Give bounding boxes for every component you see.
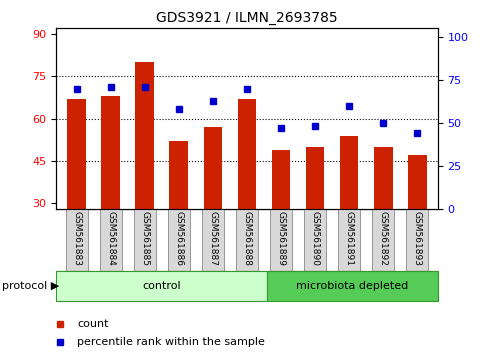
Text: GSM561886: GSM561886: [174, 211, 183, 266]
Bar: [65, 209, 87, 271]
Bar: [271, 150, 290, 209]
Bar: [169, 141, 188, 209]
Bar: [337, 209, 360, 271]
Bar: [235, 209, 258, 271]
Bar: [339, 136, 358, 209]
Text: percentile rank within the sample: percentile rank within the sample: [77, 337, 264, 347]
Text: GSM561891: GSM561891: [344, 211, 353, 266]
Bar: [304, 209, 325, 271]
Text: GSM561893: GSM561893: [412, 211, 421, 266]
Bar: [267, 271, 437, 301]
Title: GDS3921 / ILMN_2693785: GDS3921 / ILMN_2693785: [156, 11, 337, 24]
Text: GSM561890: GSM561890: [310, 211, 319, 266]
Bar: [407, 155, 426, 209]
Bar: [406, 209, 427, 271]
Bar: [305, 147, 324, 209]
Text: control: control: [142, 281, 181, 291]
Text: microbiota depleted: microbiota depleted: [296, 281, 408, 291]
Bar: [167, 209, 189, 271]
Bar: [56, 271, 267, 301]
Bar: [101, 96, 120, 209]
Text: protocol ▶: protocol ▶: [2, 281, 60, 291]
Bar: [67, 99, 86, 209]
Text: GSM561889: GSM561889: [276, 211, 285, 266]
Text: count: count: [77, 319, 108, 329]
Text: GSM561888: GSM561888: [242, 211, 251, 266]
Bar: [203, 127, 222, 209]
Text: GSM561887: GSM561887: [208, 211, 217, 266]
Bar: [133, 209, 156, 271]
Bar: [237, 99, 256, 209]
Text: GSM561885: GSM561885: [140, 211, 149, 266]
Text: GSM561892: GSM561892: [378, 211, 387, 266]
Bar: [135, 62, 154, 209]
Bar: [202, 209, 224, 271]
Bar: [100, 209, 122, 271]
Bar: [371, 209, 393, 271]
Bar: [373, 147, 392, 209]
Text: GSM561883: GSM561883: [72, 211, 81, 266]
Text: GSM561884: GSM561884: [106, 211, 115, 266]
Bar: [269, 209, 291, 271]
